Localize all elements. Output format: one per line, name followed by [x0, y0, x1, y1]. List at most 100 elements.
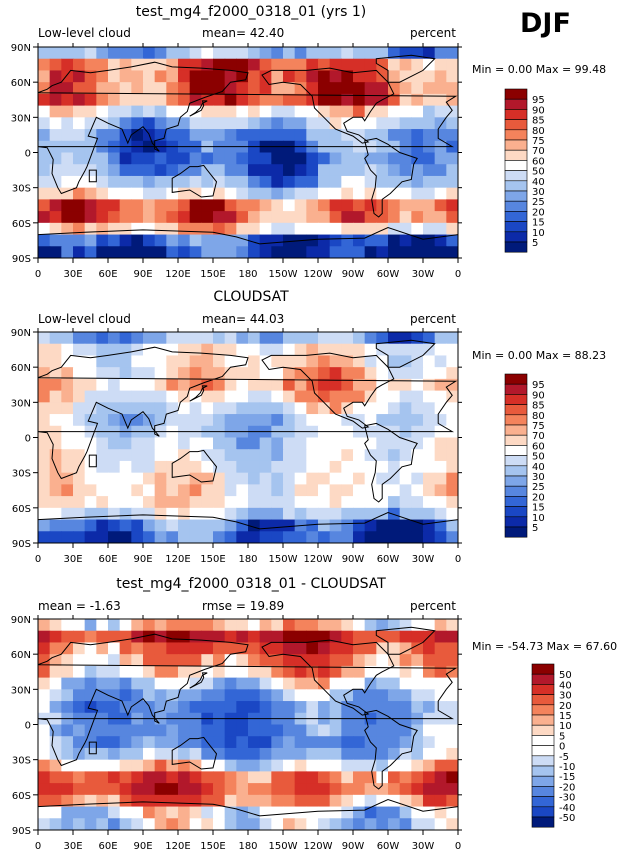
field-cell	[213, 484, 226, 497]
field-cell	[224, 794, 237, 808]
field-cell	[73, 449, 86, 462]
field-cell	[388, 222, 401, 236]
legend-label: 90	[532, 105, 545, 116]
x-tick-label: 30W	[412, 841, 435, 852]
field-cell	[306, 199, 319, 212]
field-cell	[388, 460, 401, 474]
field-cell	[248, 496, 261, 509]
map-plot: 0 30E 60E 90E 120E 150E 180 150W 120W 90W 60W 30W 09…	[11, 43, 462, 280]
field-cell	[353, 642, 366, 655]
field-cell	[271, 234, 284, 247]
field-cell	[283, 367, 296, 380]
field-cell	[143, 187, 156, 200]
legend-label: 30	[532, 472, 545, 483]
field-cell	[318, 47, 331, 60]
field-cell	[364, 222, 377, 236]
field-cell	[388, 806, 401, 819]
field-cell	[364, 783, 377, 796]
field-cell	[388, 689, 401, 702]
field-cell	[38, 496, 51, 509]
field-cell	[329, 771, 342, 784]
field-cell	[353, 689, 366, 702]
field-cell	[294, 484, 307, 497]
field-cell	[411, 343, 424, 357]
field-cell	[236, 47, 249, 60]
field-cell	[108, 496, 121, 509]
field-cell	[306, 222, 319, 236]
field-cell	[329, 211, 342, 224]
field-cell	[166, 806, 179, 819]
field-cell	[224, 630, 237, 644]
field-cell	[306, 402, 319, 415]
field-cell	[446, 496, 458, 509]
field-cell	[73, 234, 86, 247]
field-cell	[61, 736, 74, 749]
field-cell	[213, 211, 226, 224]
field-cell	[38, 378, 51, 392]
legend-swatch	[531, 775, 555, 787]
legend-label: 15	[532, 503, 545, 514]
field-cell	[434, 630, 447, 644]
field-cell	[294, 187, 307, 200]
field-cell	[131, 654, 144, 667]
field-cell	[154, 484, 167, 497]
field-cell	[131, 93, 144, 107]
field-cell	[259, 93, 272, 107]
field-cell	[189, 507, 202, 521]
field-cell	[166, 211, 179, 224]
field-cell	[224, 519, 237, 532]
field-cell	[73, 58, 86, 72]
y-tick-label: 60S	[12, 219, 31, 230]
field-cell	[131, 747, 144, 761]
field-cell	[166, 332, 179, 345]
field-cell	[154, 677, 167, 690]
field-cell	[248, 234, 261, 247]
field-cell	[224, 70, 237, 83]
field-cell	[189, 402, 202, 415]
field-cell	[178, 152, 191, 165]
field-cell	[318, 187, 331, 200]
field-cell	[189, 152, 202, 165]
field-cell	[318, 689, 331, 702]
field-cell	[376, 211, 389, 224]
field-cell	[224, 460, 237, 474]
field-cell	[119, 736, 132, 749]
field-cell	[108, 531, 121, 543]
field-cell	[283, 665, 296, 679]
field-cell	[201, 234, 214, 247]
field-cell	[271, 818, 284, 830]
field-cell	[388, 437, 401, 450]
field-cell	[399, 630, 412, 644]
field-cell	[364, 199, 377, 212]
field-cell	[96, 187, 109, 200]
field-cell	[224, 152, 237, 165]
field-cell	[411, 701, 424, 714]
field-cell	[259, 701, 272, 714]
field-cell	[131, 783, 144, 796]
field-cell	[353, 818, 366, 830]
field-cell	[61, 449, 74, 462]
field-cell	[318, 677, 331, 690]
field-cell	[388, 759, 401, 772]
field-cell	[248, 332, 261, 345]
field-cell	[341, 152, 354, 165]
field-cell	[224, 689, 237, 702]
field-cell	[446, 187, 458, 200]
field-cell	[446, 689, 458, 702]
field-cell	[306, 507, 319, 521]
field-cell	[108, 70, 121, 83]
field-cell	[131, 47, 144, 60]
field-cell	[271, 642, 284, 655]
field-cell	[283, 724, 296, 737]
field-cell	[49, 390, 62, 403]
field-cell	[329, 105, 342, 118]
field-cell	[318, 736, 331, 749]
field-cell	[49, 246, 62, 258]
field-cell	[376, 129, 389, 142]
field-cell	[364, 642, 377, 655]
field-cell	[329, 689, 342, 702]
field-cell	[283, 630, 296, 644]
field-cell	[306, 771, 319, 784]
field-cell	[399, 211, 412, 224]
field-cell	[388, 794, 401, 808]
